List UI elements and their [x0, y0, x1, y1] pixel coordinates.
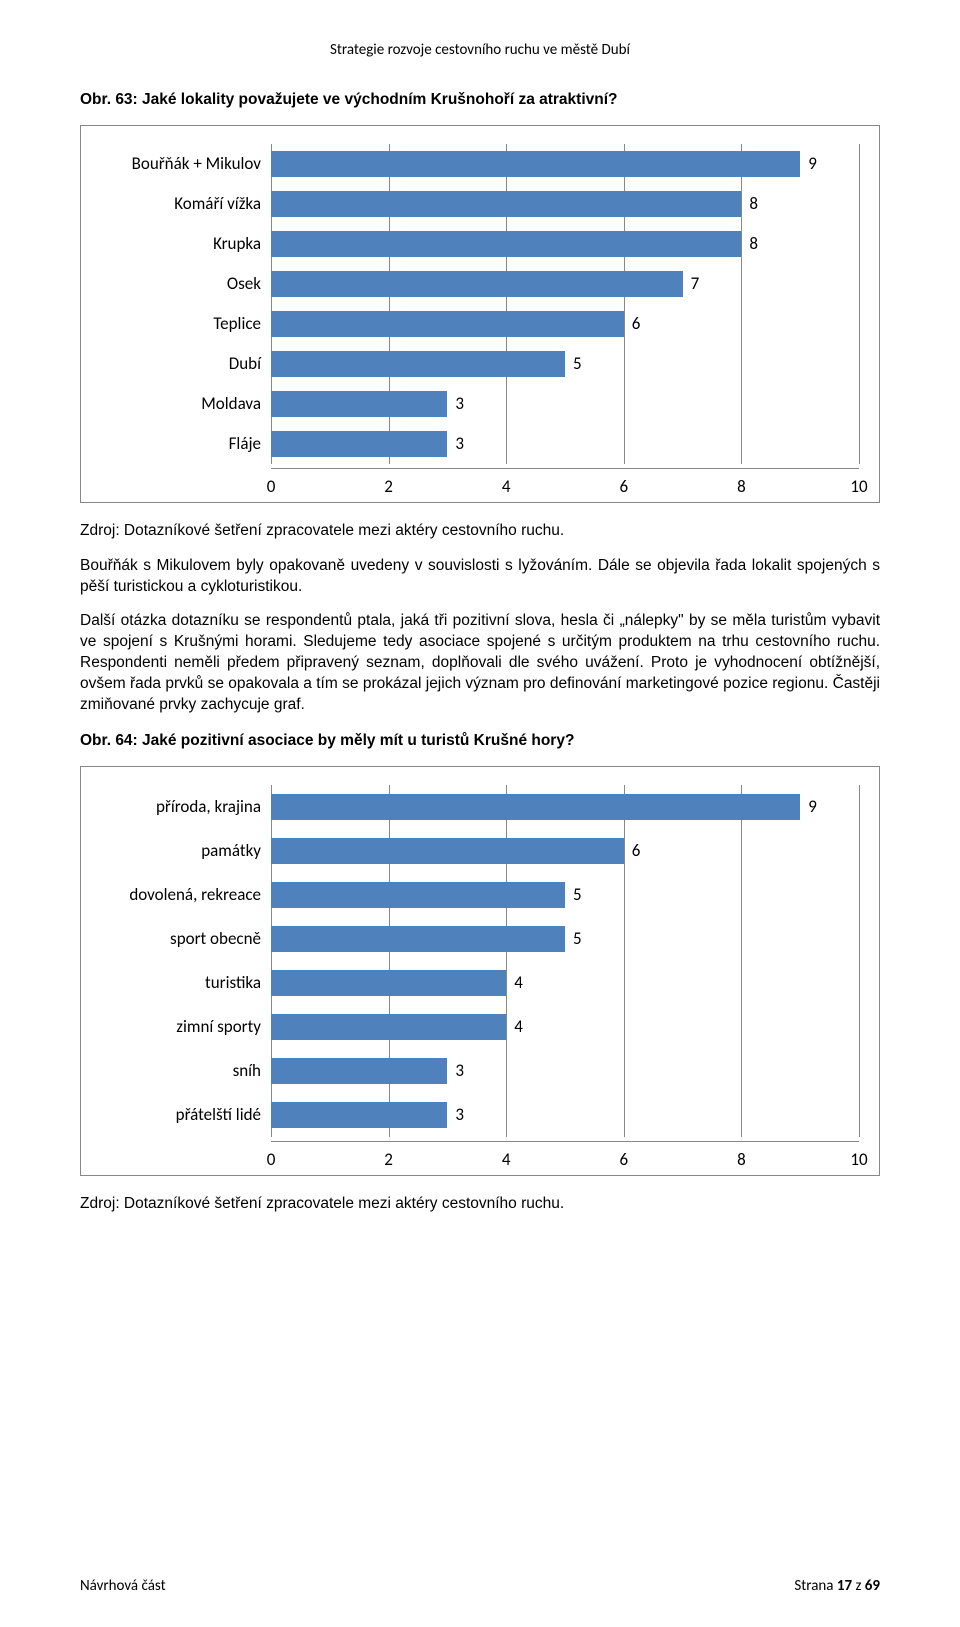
bar-label: Bouřňák + Mikulov [101, 152, 271, 176]
bar-label: přátelští lidé [101, 1103, 271, 1127]
bar-label: příroda, krajina [101, 795, 271, 819]
figure-63-title: Obr. 63: Jaké lokality považujete ve výc… [80, 89, 880, 111]
bar-value: 3 [455, 432, 464, 456]
bar-fill: 3 [271, 1058, 447, 1084]
bar-label: Teplice [101, 312, 271, 336]
axis-tick-label: 0 [267, 475, 276, 499]
bar-label: Krupka [101, 232, 271, 256]
bar-value: 4 [514, 1015, 523, 1039]
chart-gridline [859, 785, 860, 1137]
bar-value: 9 [808, 795, 817, 819]
bar-fill: 3 [271, 391, 447, 417]
bar-value: 6 [632, 312, 641, 336]
bar-label: dovolená, rekreace [101, 883, 271, 907]
bar-label: zimní sporty [101, 1015, 271, 1039]
chart-64-source: Zdroj: Dotazníkové šetření zpracovatele … [80, 1194, 880, 1215]
axis-tick-label: 0 [267, 1148, 276, 1172]
bar-fill: 3 [271, 1102, 447, 1128]
bar-value: 3 [455, 1103, 464, 1127]
bar-label: Dubí [101, 352, 271, 376]
bar-value: 8 [749, 192, 758, 216]
bar-label: památky [101, 839, 271, 863]
bar-value: 6 [632, 839, 641, 863]
bar-fill: 5 [271, 351, 565, 377]
axis-tick-label: 6 [619, 475, 628, 499]
axis-tick-label: 10 [850, 475, 867, 499]
bar-label: Osek [101, 272, 271, 296]
bar-value: 3 [455, 1059, 464, 1083]
axis-tick-label: 2 [384, 1148, 393, 1172]
bar-fill: 9 [271, 151, 800, 177]
axis-tick-label: 2 [384, 475, 393, 499]
axis-tick-label: 6 [619, 1148, 628, 1172]
bar-label: Komáří vížka [101, 192, 271, 216]
paragraph-2: Další otázka dotazníku se respondentů pt… [80, 611, 880, 716]
chart-63-source: Zdroj: Dotazníkové šetření zpracovatele … [80, 521, 880, 542]
chart-63: Bouřňák + Mikulov Komáří vížka Krupka Osek T… [80, 125, 880, 503]
bar-fill: 6 [271, 311, 624, 337]
bar-fill: 8 [271, 191, 741, 217]
page-header: Strategie rozvoje cestovního ruchu ve mě… [80, 40, 880, 61]
chart-gridline [859, 144, 860, 464]
bar-label: Moldava [101, 392, 271, 416]
page-footer: Návrhová část Strana 17 z 69 [80, 1576, 880, 1597]
bar-fill: 4 [271, 1014, 506, 1040]
bar-fill: 5 [271, 882, 565, 908]
axis-tick-label: 4 [502, 475, 511, 499]
bar-value: 9 [808, 152, 817, 176]
bar-value: 8 [749, 232, 758, 256]
bar-fill: 3 [271, 431, 447, 457]
figure-64-title: Obr. 64: Jaké pozitivní asociace by měly… [80, 730, 880, 752]
bar-value: 4 [514, 971, 523, 995]
bar-value: 7 [691, 272, 700, 296]
bar-label: sníh [101, 1059, 271, 1083]
bar-fill: 8 [271, 231, 741, 257]
axis-tick-label: 10 [850, 1148, 867, 1172]
bar-label: Fláje [101, 432, 271, 456]
paragraph-1: Bouřňák s Mikulovem byly opakovaně uvede… [80, 556, 880, 598]
bar-fill: 5 [271, 926, 565, 952]
axis-tick-label: 8 [737, 1148, 746, 1172]
bar-fill: 4 [271, 970, 506, 996]
bar-value: 3 [455, 392, 464, 416]
bar-fill: 6 [271, 838, 624, 864]
bar-value: 5 [573, 883, 582, 907]
bar-label: turistika [101, 971, 271, 995]
bar-value: 5 [573, 352, 582, 376]
chart-64: příroda, krajina památky dovolená, rekreac… [80, 766, 880, 1176]
axis-tick-label: 8 [737, 475, 746, 499]
bar-fill: 9 [271, 794, 800, 820]
bar-label: sport obecně [101, 927, 271, 951]
footer-left: Návrhová část [80, 1576, 166, 1597]
bar-fill: 7 [271, 271, 683, 297]
axis-tick-label: 4 [502, 1148, 511, 1172]
bar-value: 5 [573, 927, 582, 951]
footer-page-number: Strana 17 z 69 [794, 1576, 880, 1597]
